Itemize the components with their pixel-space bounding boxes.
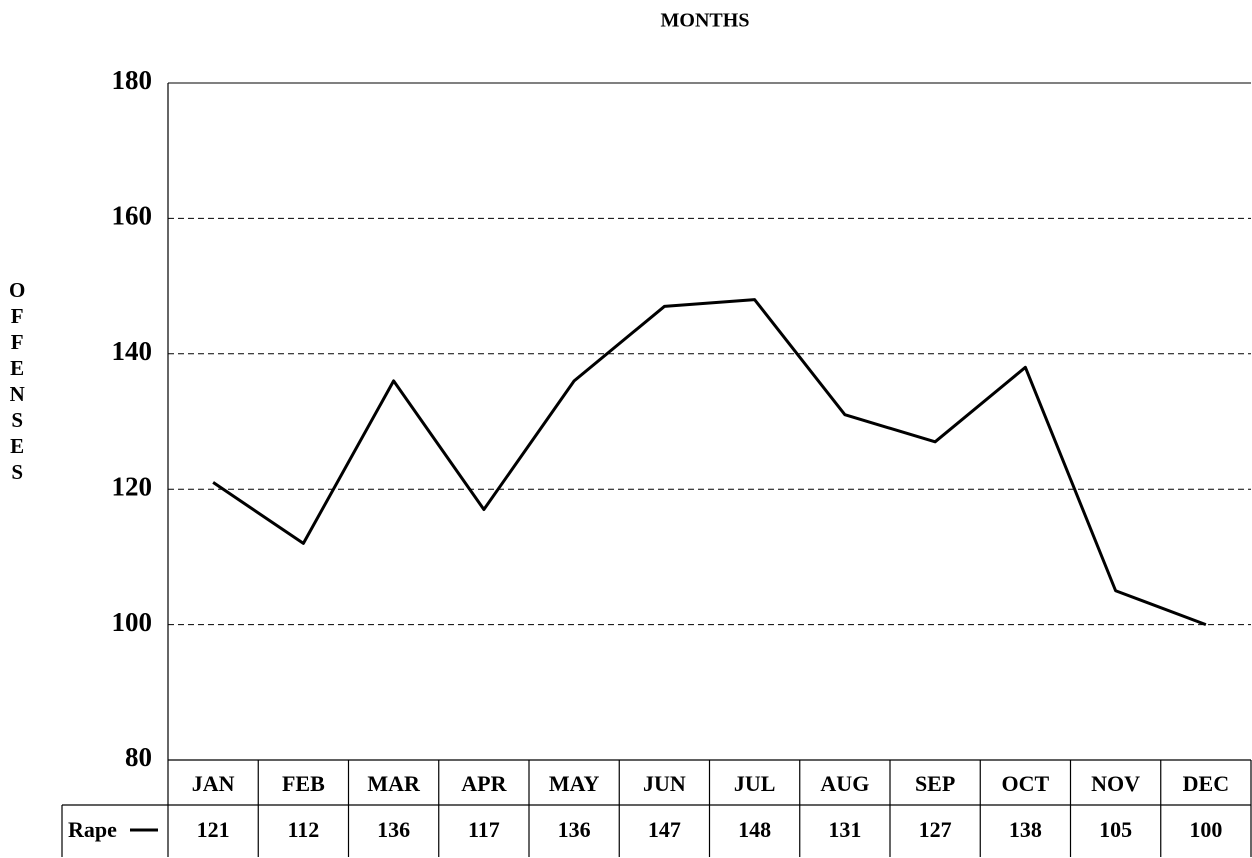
data-label: 131 [828,817,861,842]
data-label: 112 [287,817,319,842]
data-label: 138 [1009,817,1042,842]
data-label: 100 [1189,817,1222,842]
y-tick-label: 180 [112,65,153,95]
data-label: 117 [468,817,500,842]
x-tick-label: JUN [643,771,686,796]
y-tick-label: 160 [112,201,153,231]
x-tick-label: FEB [282,771,325,796]
series-line [212,298,1207,627]
y-tick-label: 140 [112,336,153,366]
y-axis-label: OFFENSES [5,278,29,486]
x-tick-label: APR [461,771,507,796]
data-label: 136 [377,817,410,842]
x-tick-label: OCT [1002,771,1050,796]
y-tick-label: 80 [125,742,152,772]
data-label: 127 [919,817,952,842]
x-tick-label: MAR [367,771,421,796]
x-tick-label: NOV [1091,771,1140,796]
data-label: 136 [558,817,591,842]
x-tick-label: SEP [915,771,955,796]
y-tick-label: 100 [112,607,153,637]
x-tick-label: JUL [734,771,776,796]
x-tick-label: JAN [192,771,235,796]
data-label: 148 [738,817,771,842]
chart-title: MONTHS [661,10,750,32]
data-label: 121 [197,817,230,842]
data-label: 147 [648,817,681,842]
x-tick-label: DEC [1183,771,1229,796]
legend-label: Rape [68,817,117,842]
x-tick-label: AUG [820,771,869,796]
data-label: 105 [1099,817,1132,842]
x-tick-label: MAY [549,771,600,796]
y-tick-label: 120 [112,471,153,501]
